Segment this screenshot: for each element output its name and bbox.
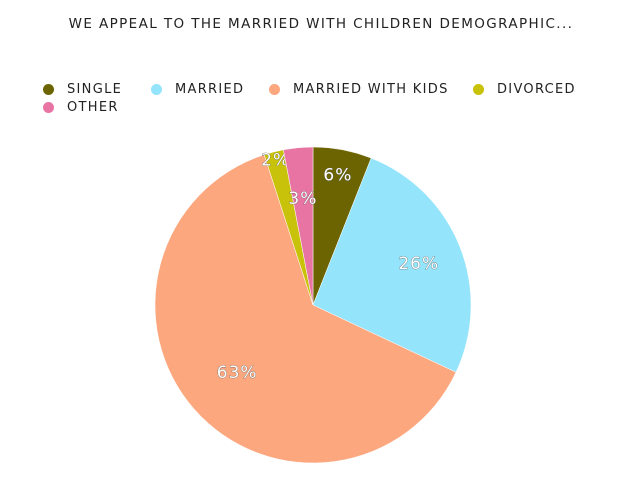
legend-swatch-married — [151, 84, 162, 95]
pie-slice-married-with-kids[interactable] — [154, 154, 457, 464]
legend-item-married[interactable]: MARRIED — [151, 82, 244, 97]
pie-slice-other[interactable] — [283, 146, 314, 306]
data-label-married: 26% — [398, 254, 439, 274]
legend-label-married: MARRIED — [175, 82, 245, 97]
legend-item-single[interactable]: SINGLE — [43, 82, 122, 97]
data-label-divorced: 2% — [261, 151, 290, 171]
legend-label-single: SINGLE — [67, 82, 123, 97]
data-label-married-with-kids: 63% — [217, 363, 258, 383]
legend-swatch-married-with-kids — [269, 84, 280, 95]
data-label-single: 6% — [323, 166, 352, 186]
legend-swatch-divorced — [473, 84, 484, 95]
legend-label-divorced: DIVORCED — [497, 82, 576, 97]
legend-item-other[interactable]: OTHER — [43, 100, 119, 115]
legend-swatch-other — [43, 102, 54, 113]
data-label-other: 3% — [288, 189, 317, 209]
chart-title: WE APPEAL TO THE MARRIED WITH CHILDREN D… — [68, 16, 574, 32]
legend-label-other: OTHER — [67, 100, 119, 115]
legend-swatch-single — [43, 84, 54, 95]
legend-label-married-with-kids: MARRIED WITH KIDS — [293, 82, 449, 97]
legend-item-married-with-kids[interactable]: MARRIED WITH KIDS — [269, 82, 449, 97]
pie-slice-married[interactable] — [312, 157, 472, 373]
legend-item-divorced[interactable]: DIVORCED — [473, 82, 576, 97]
